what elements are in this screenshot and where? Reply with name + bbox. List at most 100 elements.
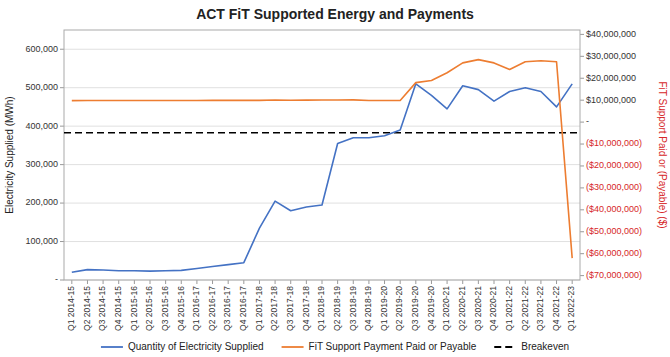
x-tick [525,280,526,284]
x-tick-label: Q4 2015-16 [176,286,186,331]
grid-line [64,87,580,88]
x-tick-label: Q2 2021-22 [520,286,530,331]
x-tick [337,280,338,284]
series-line [72,84,572,272]
y-tick-label: 300,000 [25,159,58,169]
y-tick [60,164,64,165]
y2-tick-label: ($50,000,000) [586,226,642,236]
x-tick [462,280,463,284]
y-tick-label: 600,000 [25,44,58,54]
plot-frame [64,30,580,280]
y2-tick [580,122,584,123]
y2-tick-label: $40,000,000 [586,29,636,39]
x-tick-label: Q2 2019-20 [394,286,404,331]
grid-line [64,241,580,242]
x-tick-label: Q1 2019-20 [379,286,389,331]
y2-tick [580,275,584,276]
x-tick [165,280,166,284]
y-tick-label: 100,000 [25,236,58,246]
y2-tick-label: ($20,000,000) [586,160,642,170]
y2-tick-label: ($70,000,000) [586,270,642,280]
y2-tick [580,56,584,57]
x-tick [196,280,197,284]
y2-tick-label: - [586,116,589,126]
y2-tick [580,253,584,254]
x-tick [290,280,291,284]
x-tick [509,280,510,284]
x-tick-label: Q3 2014-15 [97,286,107,331]
y2-tick [580,187,584,188]
x-tick [368,280,369,284]
y-tick [60,203,64,204]
x-tick [415,280,416,284]
x-tick [540,280,541,284]
x-tick-label: Q1 2017-18 [254,286,264,331]
x-tick [322,280,323,284]
plot-area [64,60,580,273]
x-tick-label: Q3 2017-18 [285,286,295,331]
y2-tick-label: $30,000,000 [586,51,636,61]
x-tick [447,280,448,284]
x-tick [353,280,354,284]
legend-swatch [282,346,304,348]
x-tick [134,280,135,284]
y-tick-label: 200,000 [25,197,58,207]
x-tick [212,280,213,284]
y2-tick [580,144,584,145]
x-tick [275,280,276,284]
y2-tick [580,34,584,35]
x-tick [243,280,244,284]
x-tick [478,280,479,284]
title: ACT FiT Supported Energy and Payments [196,6,474,22]
x-tick [431,280,432,284]
x-tick [494,280,495,284]
x-tick [400,280,401,284]
grid-line [64,126,580,127]
x-tick-label: Q4 2014-15 [113,286,123,331]
x-tick [181,280,182,284]
grid-line [64,49,580,50]
y-tick-label: - [55,274,58,284]
x-tick [118,280,119,284]
y2-tick-label: ($10,000,000) [586,138,642,148]
y2-tick [580,165,584,166]
x-tick-label: Q2 2016-17 [207,286,217,331]
x-tick-label: Q2 2014-15 [82,286,92,331]
breakeven-line [64,132,580,134]
y-tick [60,241,64,242]
x-tick-label: Q2 2015-16 [144,286,154,331]
legend-swatch [494,346,516,348]
y-tick [60,87,64,88]
x-tick-label: Q4 2021-22 [551,286,561,331]
y2-axis-label: FiT Support Paid or (Payable) ($) [657,81,668,228]
legend-label: Breakeven [521,341,569,352]
x-tick-label: Q4 2017-18 [301,286,311,331]
x-tick [306,280,307,284]
x-tick [228,280,229,284]
x-tick-label: Q4 2018-19 [363,286,373,331]
x-tick [103,280,104,284]
legend: Quantity of Electricity SuppliedFiT Supp… [101,341,569,352]
x-tick-label: Q1 2016-17 [191,286,201,331]
y-tick [60,280,64,281]
x-tick-label: Q3 2015-16 [160,286,170,331]
x-tick-label: Q1 2018-19 [316,286,326,331]
y2-tick [580,231,584,232]
x-tick [384,280,385,284]
x-tick-label: Q3 2019-20 [410,286,420,331]
y-tick-label: 500,000 [25,82,58,92]
x-tick [87,280,88,284]
x-tick-label: Q3 2020-21 [473,286,483,331]
y-tick-label: 400,000 [25,121,58,131]
x-tick-label: Q4 2019-20 [426,286,436,331]
y2-tick [580,209,584,210]
x-tick-label: Q1 2014-15 [66,286,76,331]
y2-tick [580,100,584,101]
x-tick-label: Q4 2020-21 [488,286,498,331]
y2-tick-label: $10,000,000 [586,95,636,105]
grid-line [64,164,580,165]
legend-item: Breakeven [494,341,569,352]
legend-swatch [101,346,123,348]
y-tick [60,126,64,127]
x-tick-label: Q2 2020-21 [457,286,467,331]
